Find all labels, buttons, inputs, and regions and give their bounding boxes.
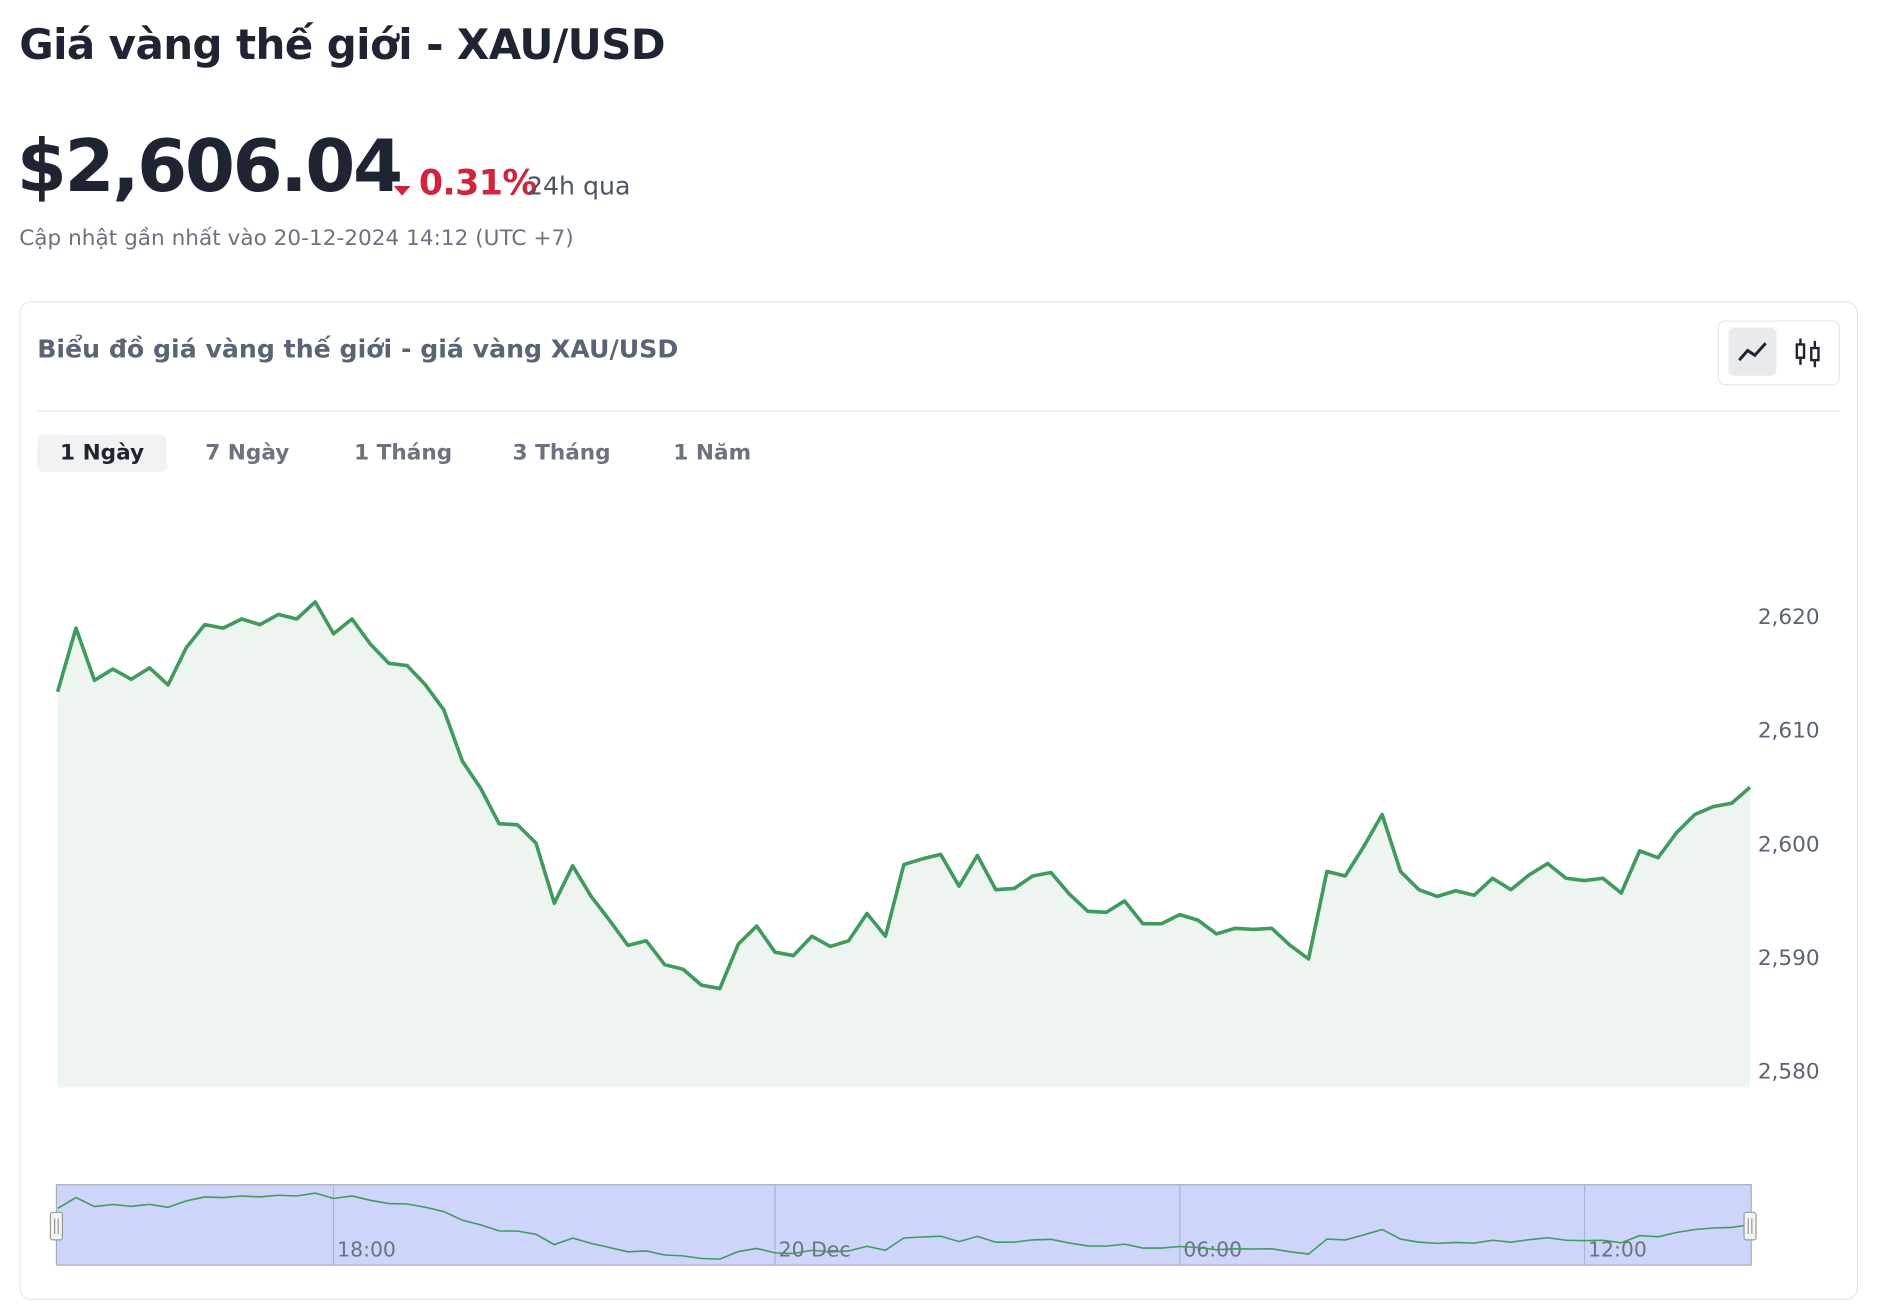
switch-icons <box>1728 327 1820 376</box>
range-tab[interactable]: 1 Tháng <box>354 440 453 466</box>
range-tab[interactable]: 1 Năm <box>673 440 752 466</box>
divider <box>37 410 1841 412</box>
change: 0.31% <box>418 162 537 203</box>
line-icon <box>1738 342 1767 362</box>
y-tick-label: 2,600 <box>1758 832 1820 857</box>
down-arrow <box>393 186 411 196</box>
y-tick-label: 2,590 <box>1758 946 1820 971</box>
range-tab[interactable]: 7 Ngày <box>205 440 290 466</box>
range-tab[interactable]: 3 Tháng <box>512 440 611 466</box>
area-fill <box>57 601 1751 1088</box>
candle-button[interactable] <box>1795 338 1820 368</box>
page-title: Giá vàng thế giới - XAU/USD <box>19 21 666 70</box>
navigator-handle[interactable] <box>1743 1211 1757 1241</box>
navigator-line <box>57 1192 1751 1260</box>
price: $2,606.04 <box>16 124 403 209</box>
y-tick-label: 2,580 <box>1758 1060 1820 1085</box>
navigator-handle[interactable] <box>49 1211 64 1241</box>
panel-title: Biểu đồ giá vàng thế giới - giá vàng XAU… <box>37 334 679 364</box>
y-tick-label: 2,620 <box>1758 605 1820 630</box>
navigator <box>55 1184 1752 1266</box>
period: 24h qua <box>526 171 631 201</box>
navigator-tick-label: 12:00 <box>1588 1238 1647 1262</box>
chart-panel <box>19 301 1859 1300</box>
y-tick-label: 2,610 <box>1758 719 1820 744</box>
navigator-tick-label: 18:00 <box>337 1238 396 1262</box>
updated-time: Cập nhật gần nhất vào 20-12-2024 14:12 (… <box>19 225 574 251</box>
line-button[interactable] <box>1728 327 1777 376</box>
price-line <box>55 600 1752 991</box>
range-tab[interactable]: 1 Ngày <box>37 434 167 472</box>
chart-type-switch <box>1717 320 1841 386</box>
